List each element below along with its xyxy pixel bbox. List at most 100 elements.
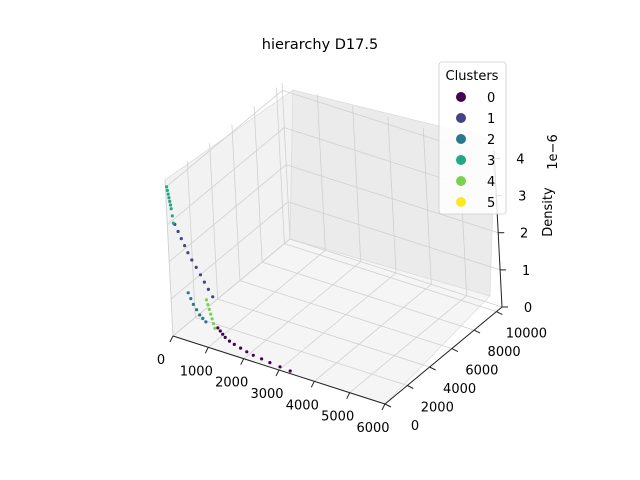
grid-line (278, 272, 397, 371)
data-point-cluster-0 (278, 365, 282, 369)
grid-line (422, 128, 432, 285)
grid-line (239, 280, 453, 349)
y-tick (496, 311, 503, 316)
grid-line (314, 283, 432, 382)
data-point-cluster-4 (206, 303, 210, 307)
y-tick (384, 403, 392, 408)
grid-line (170, 201, 289, 300)
data-point-cluster-4 (209, 312, 213, 316)
data-point-cluster-1 (179, 237, 183, 241)
legend-label-5: 5 (487, 196, 495, 211)
y-axis-line (384, 306, 503, 405)
data-point-cluster-1 (176, 229, 180, 234)
y-tick-label: 2000 (421, 401, 454, 416)
z-axis-label: Density (541, 187, 556, 237)
legend-label-4: 4 (487, 175, 495, 190)
legend-frame (438, 61, 507, 215)
grid-line (261, 261, 475, 331)
data-point-cluster-4 (204, 298, 209, 302)
grid-line (281, 82, 291, 240)
grid-line (195, 317, 408, 386)
y-tick-label: 6000 (465, 364, 498, 379)
data-point-cluster-1 (206, 287, 210, 291)
x-tick (169, 335, 174, 343)
data-point-cluster-2 (191, 302, 195, 306)
data-point-cluster-0 (223, 335, 227, 339)
data-point-cluster-1 (186, 251, 190, 255)
y-tick-label: 8000 (488, 345, 521, 360)
x-tick (310, 381, 315, 388)
grid-line (164, 179, 174, 337)
data-point-cluster-2 (195, 308, 199, 312)
y-tick (429, 366, 436, 371)
x-tick-label: 5000 (321, 410, 354, 425)
x-tick (381, 403, 386, 411)
y-tick-label: 0 (411, 419, 419, 434)
grid-line (287, 201, 501, 271)
z-axis: 0 1 2 3 4 Density 1e−6 (494, 134, 561, 316)
grid-line (284, 243, 497, 312)
data-point-cluster-2 (189, 297, 193, 301)
data-point-cluster-3 (167, 196, 171, 200)
data-point-cluster-0 (268, 361, 272, 365)
grid-line (209, 142, 218, 300)
x-tick (346, 392, 351, 399)
legend-marker-2 (456, 134, 466, 144)
data-point-cluster-3 (165, 188, 169, 192)
z-tick-label: 1 (522, 264, 530, 279)
legend: Clusters 0 1 2 3 4 5 (438, 61, 507, 215)
grid-line (186, 161, 196, 318)
legend-marker-4 (456, 176, 466, 186)
grid-line (208, 249, 326, 348)
x-tick-label: 6000 (356, 421, 389, 436)
data-point-cluster-0 (239, 346, 243, 350)
data-point-cluster-4 (213, 326, 217, 330)
data-points (165, 185, 292, 373)
data-point-cluster-2 (204, 320, 208, 324)
grid-line (231, 124, 241, 281)
grid-line (243, 261, 361, 360)
x-tick-label: 4000 (286, 398, 319, 413)
data-point-cluster-1 (190, 258, 194, 262)
data-point-cluster-2 (198, 313, 202, 317)
data-point-cluster-4 (207, 307, 211, 311)
grid-line (289, 238, 503, 308)
grid-line (352, 105, 362, 262)
data-point-cluster-3 (168, 203, 173, 207)
x-tick (275, 369, 280, 377)
grid-line (172, 238, 291, 337)
data-point-cluster-0 (260, 357, 264, 361)
grid-line (217, 298, 430, 368)
axes-panes (164, 89, 496, 405)
data-point-cluster-3 (170, 214, 174, 218)
data-point-cluster-4 (211, 322, 216, 326)
x-tick (240, 358, 245, 365)
data-point-cluster-0 (227, 339, 232, 343)
data-point-cluster-1 (198, 273, 203, 277)
x-tick-label: 2000 (215, 376, 248, 391)
data-point-cluster-1 (183, 244, 187, 248)
z-tick-label: 0 (524, 301, 532, 316)
legend-label-3: 3 (487, 154, 495, 169)
data-point-cluster-3 (166, 192, 170, 196)
data-point-cluster-3 (168, 199, 172, 203)
y-tick (473, 329, 481, 334)
data-point-cluster-0 (218, 329, 222, 333)
grid-line (167, 127, 285, 225)
x-tick-label: 0 (157, 353, 165, 368)
x-tick (204, 347, 209, 354)
grid-line (286, 164, 499, 234)
data-point-cluster-0 (232, 342, 236, 346)
legend-marker-3 (456, 155, 466, 165)
data-point-cluster-0 (245, 350, 249, 354)
chart-title: hierarchy D17.5 (262, 37, 378, 53)
data-point-cluster-3 (171, 221, 175, 225)
data-point-cluster-0 (288, 369, 292, 373)
data-point-cluster-0 (221, 332, 225, 336)
x-tick-label: 3000 (250, 387, 283, 402)
legend-label-1: 1 (487, 112, 495, 127)
grid-line (276, 87, 285, 244)
z-tick-label: 2 (520, 227, 528, 242)
grid-line (168, 164, 287, 263)
